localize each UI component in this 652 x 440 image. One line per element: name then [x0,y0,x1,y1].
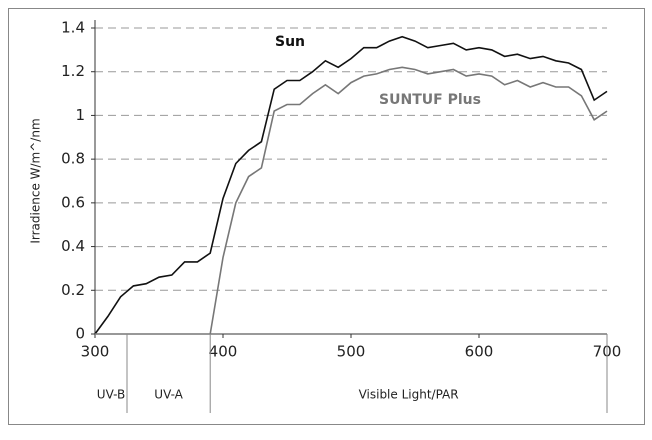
region-label: UV-B [97,388,125,402]
y-tick-label: 0.2 [61,281,85,299]
x-tick-label: 500 [337,343,366,361]
series-line [95,66,608,335]
y-tick-label: 1 [75,106,85,124]
y-tick-label: 0 [75,325,85,343]
y-tick-label: 0.6 [61,193,85,211]
y-tick-label: 1.4 [61,19,85,37]
x-tick-label: 400 [209,343,238,361]
frame [8,8,645,425]
series-label: Sun [275,34,305,50]
y-axis-label: Irradience W/m^/nm [29,118,43,243]
y-tick-label: 0.4 [61,237,85,255]
y-tick-label: 0.8 [61,150,85,168]
x-tick-label: 300 [81,343,110,361]
series-line [94,35,608,335]
series-label: SUNTUF Plus [379,92,481,108]
x-tick-label: 600 [465,343,494,361]
region-label: UV-A [154,388,183,402]
y-tick-label: 1.2 [61,62,85,80]
region-label: Visible Light/PAR [359,388,459,402]
